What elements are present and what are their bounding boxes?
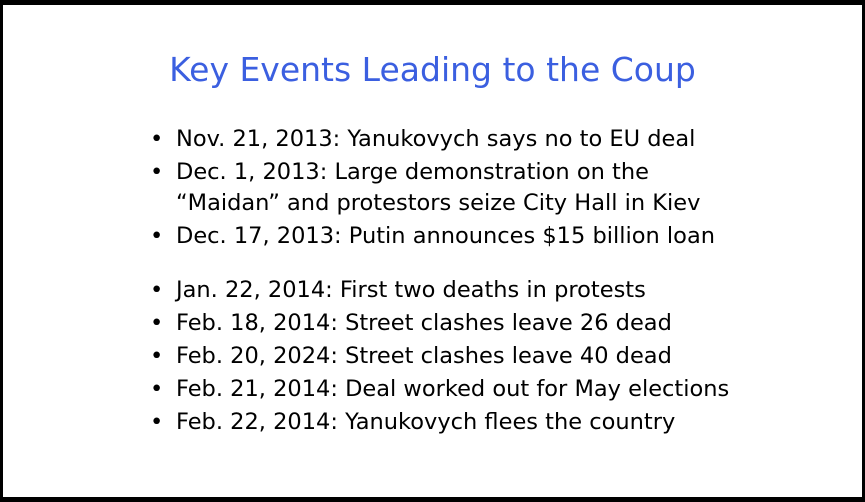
list-item: • Jan. 22, 2014: First two deaths in pro… — [146, 275, 729, 306]
list-item-text-continued: “Maidan” and protestors seize City Hall … — [176, 190, 701, 216]
list-item: • Feb. 22, 2014: Yanukovych flees the co… — [146, 407, 729, 438]
bullet-dot: • — [150, 376, 164, 402]
list-item: • Dec. 1, 2013: Large demonstration on t… — [146, 157, 729, 219]
bullet-dot: • — [150, 409, 164, 435]
list-item-text: Dec. 17, 2013: Putin announces $15 billi… — [176, 223, 716, 249]
list-item: • Feb. 20, 2024: Street clashes leave 40… — [146, 341, 729, 372]
list-item-text: Feb. 22, 2014: Yanukovych flees the coun… — [176, 409, 676, 435]
list-item-text: Jan. 22, 2014: First two deaths in prote… — [176, 277, 646, 303]
bullet-dot: • — [150, 277, 164, 303]
list-item-text: Feb. 20, 2024: Street clashes leave 40 d… — [176, 343, 672, 369]
bullet-dot: • — [150, 159, 164, 185]
list-item-text: Nov. 21, 2013: Yanukovych says no to EU … — [176, 126, 696, 152]
bullet-dot: • — [150, 343, 164, 369]
list-item: • Feb. 21, 2014: Deal worked out for May… — [146, 374, 729, 405]
list-item-text: Dec. 1, 2013: Large demonstration on the — [176, 159, 649, 185]
bullet-dot: • — [150, 310, 164, 336]
bullet-list: • Nov. 21, 2013: Yanukovych says no to E… — [146, 124, 729, 440]
bullet-dot: • — [150, 126, 164, 152]
list-item: • Feb. 18, 2014: Street clashes leave 26… — [146, 308, 729, 339]
list-item-text: Feb. 18, 2014: Street clashes leave 26 d… — [176, 310, 672, 336]
slide: Key Events Leading to the Coup • Nov. 21… — [3, 5, 862, 497]
slide-title: Key Events Leading to the Coup — [169, 50, 696, 89]
list-item: • Dec. 17, 2013: Putin announces $15 bil… — [146, 221, 729, 252]
bullet-dot: • — [150, 223, 164, 249]
list-item: • Nov. 21, 2013: Yanukovych says no to E… — [146, 124, 729, 155]
list-item-text: Feb. 21, 2014: Deal worked out for May e… — [176, 376, 730, 402]
